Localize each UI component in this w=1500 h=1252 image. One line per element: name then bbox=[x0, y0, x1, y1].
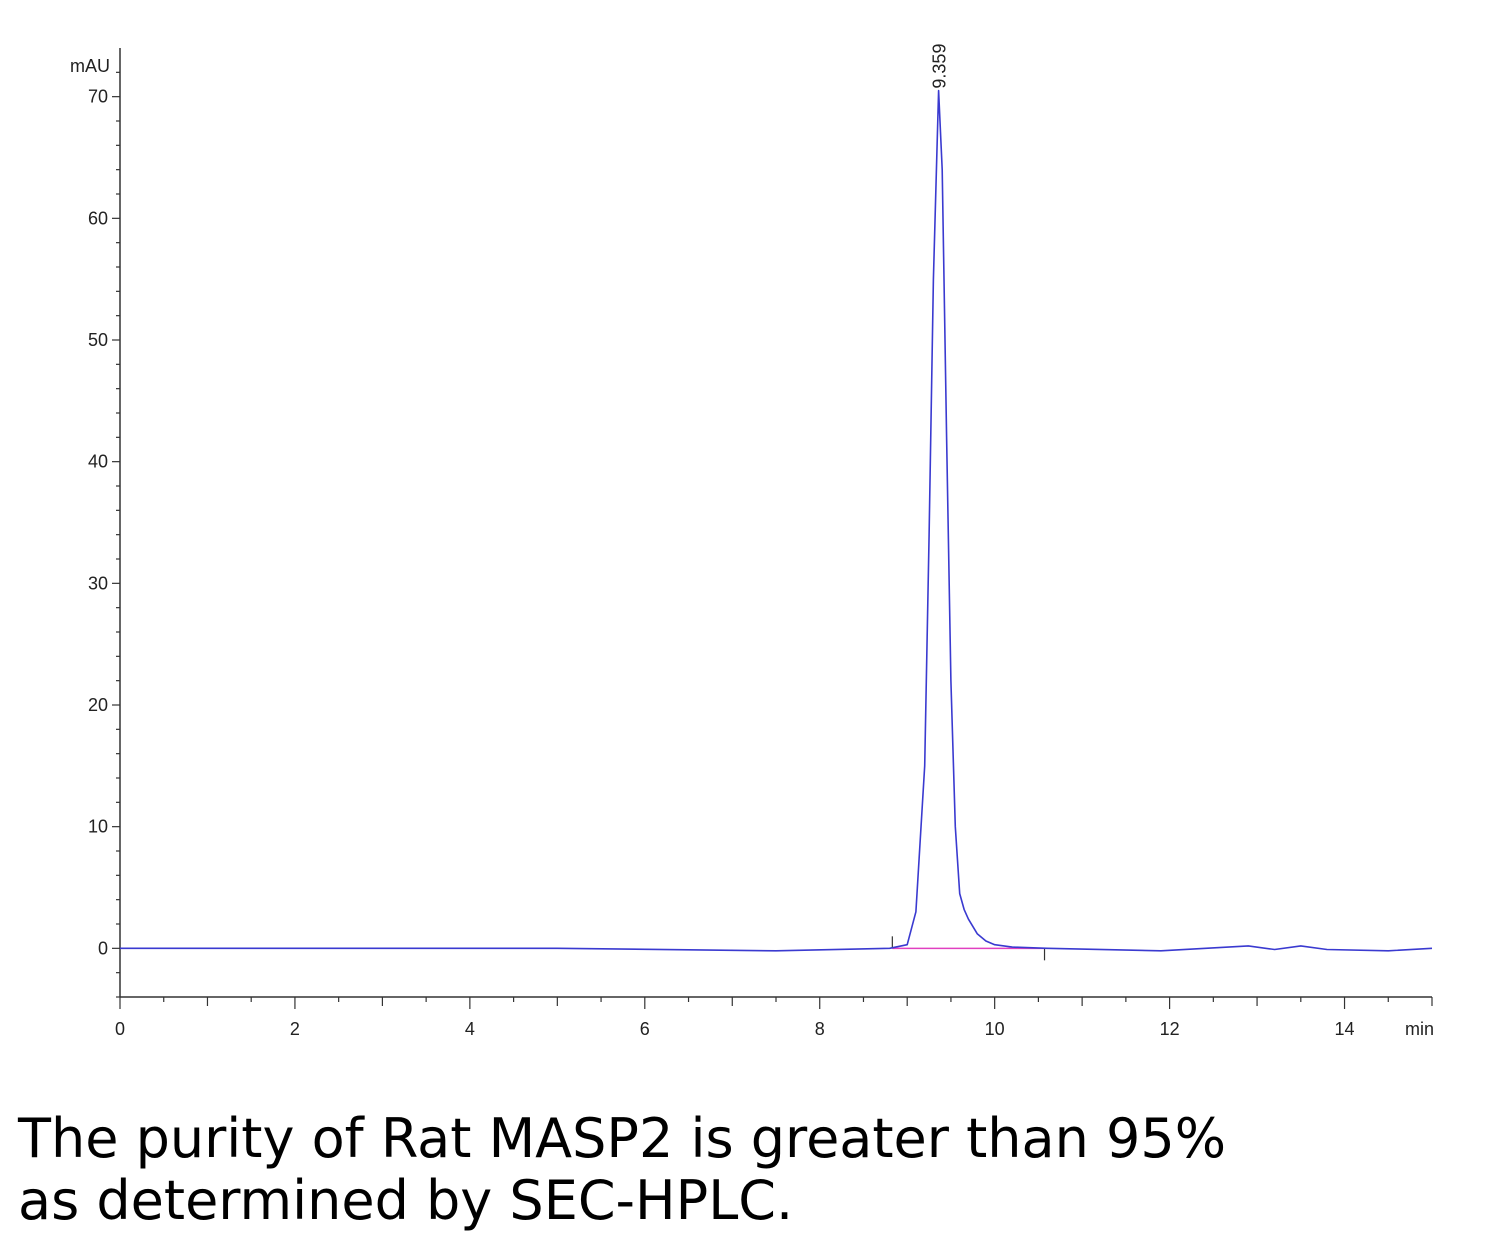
y-tick-label: 50 bbox=[88, 330, 108, 350]
x-tick-label: 4 bbox=[465, 1019, 475, 1039]
x-tick-label: 0 bbox=[115, 1019, 125, 1039]
peak-label: 9.359 bbox=[930, 44, 950, 89]
y-tick-label: 30 bbox=[88, 573, 108, 593]
caption: The purity of Rat MASP2 is greater than … bbox=[18, 1108, 1478, 1232]
ticks bbox=[112, 71, 1433, 1009]
y-tick-label: 40 bbox=[88, 452, 108, 472]
x-tick-label: 14 bbox=[1335, 1019, 1355, 1039]
x-tick-label: 2 bbox=[290, 1019, 300, 1039]
labels: 0 10 20 30 40 50 60 70 0 2 4 6 8 10 12 14 mAU min 9.359 bbox=[70, 44, 1434, 1039]
series-trace bbox=[120, 89, 1433, 952]
caption-line-1: The purity of Rat MASP2 is greater than … bbox=[18, 1107, 1227, 1170]
x-tick-label: 12 bbox=[1160, 1019, 1180, 1039]
y-tick-label: 10 bbox=[88, 817, 108, 837]
x-tick-label: 6 bbox=[640, 1019, 650, 1039]
y-tick-label: 70 bbox=[88, 87, 108, 107]
x-axis-label: min bbox=[1405, 1019, 1434, 1039]
y-tick-label: 20 bbox=[88, 695, 108, 715]
caption-line-2: as determined by SEC-HPLC. bbox=[18, 1169, 794, 1232]
axes bbox=[119, 48, 1432, 998]
x-tick-label: 8 bbox=[815, 1019, 825, 1039]
trace bbox=[120, 89, 1433, 952]
y-tick-label: 60 bbox=[88, 208, 108, 228]
y-axis-label: mAU bbox=[70, 56, 110, 76]
x-tick-label: 10 bbox=[985, 1019, 1005, 1039]
chromatogram-chart: 0 10 20 30 40 50 60 70 0 2 4 6 8 10 12 14 mAU min 9.359 bbox=[70, 44, 1434, 1039]
y-tick-label: 0 bbox=[98, 938, 108, 958]
